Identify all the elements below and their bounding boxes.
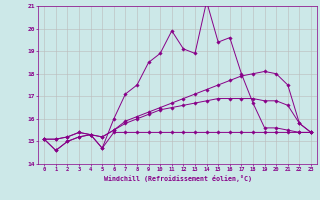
X-axis label: Windchill (Refroidissement éolien,°C): Windchill (Refroidissement éolien,°C) [104,175,252,182]
